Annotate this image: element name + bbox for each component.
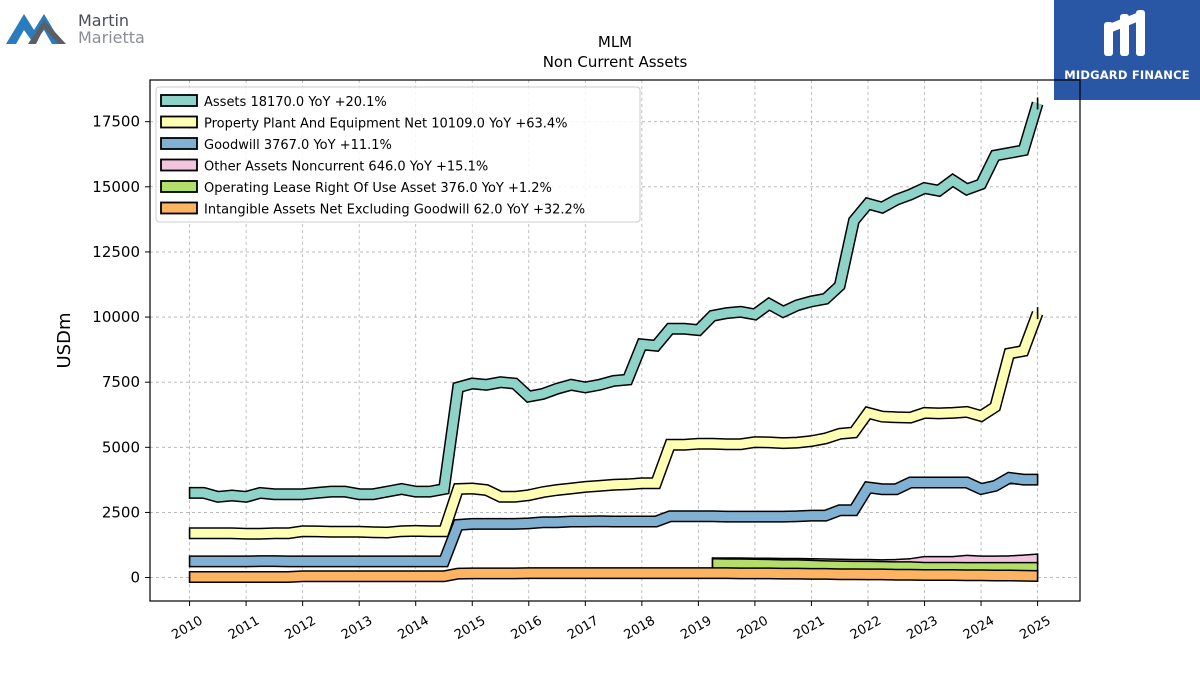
plot-frame xyxy=(149,79,1081,602)
y-tick-label-5: 12500 xyxy=(92,243,140,261)
series-outline-1 xyxy=(189,311,1044,540)
midgard-emblem-icon xyxy=(1104,10,1145,56)
y-tick-label-2: 5000 xyxy=(102,438,140,456)
legend-label-4: Operating Lease Right Of Use Asset 376.0… xyxy=(204,181,552,196)
legend-label-1: Property Plant And Equipment Net 10109.0… xyxy=(204,117,568,132)
martin-marietta-logo: Martin Marietta xyxy=(6,6,156,50)
y-tick-label-4: 10000 xyxy=(92,308,140,326)
series-band-5 xyxy=(189,568,1038,582)
x-tick-label-4: 2014 xyxy=(396,613,432,643)
series-band-0 xyxy=(189,102,1042,502)
x-tick-label-7: 2017 xyxy=(565,613,601,643)
y-tick-label-1: 2500 xyxy=(102,503,140,521)
x-tick-label-15: 2025 xyxy=(1017,613,1053,643)
legend-swatch-1 xyxy=(160,115,198,129)
legend-swatch-5 xyxy=(160,201,198,215)
mountain-logo-icon xyxy=(6,14,66,44)
legend-swatch-2 xyxy=(160,137,198,150)
y-tick-label-0: 0 xyxy=(130,569,140,587)
x-tick-label-11: 2021 xyxy=(791,613,827,643)
legend-swatch-3 xyxy=(160,158,198,172)
legend-label-5: Intangible Assets Net Excluding Goodwill… xyxy=(204,203,585,218)
legend-swatch-0 xyxy=(160,94,198,107)
x-tick-label-14: 2024 xyxy=(961,613,997,643)
x-tick-label-10: 2020 xyxy=(735,613,771,643)
y-tick-label-3: 7500 xyxy=(102,373,140,391)
legend-box xyxy=(155,86,641,223)
legend-label-0: Assets 18170.0 YoY +20.1% xyxy=(204,95,387,110)
x-tick-label-1: 2011 xyxy=(226,613,262,643)
series-band-2 xyxy=(189,473,1038,566)
y-axis-label: USDm xyxy=(54,313,75,369)
y-tick-label-7: 17500 xyxy=(92,113,140,131)
legend-label-2: Goodwill 3767.0 YoY +11.1% xyxy=(204,138,392,153)
legend: Assets 18170.0 YoY +20.1% Property Plant … xyxy=(155,86,641,223)
x-tick-label-3: 2013 xyxy=(339,613,375,643)
x-tick-label-8: 2018 xyxy=(622,613,658,643)
x-tick-label-6: 2016 xyxy=(509,613,545,643)
series-band-4 xyxy=(712,559,1038,573)
x-tick-label-9: 2019 xyxy=(678,613,714,643)
chart-title: MLM xyxy=(597,33,633,51)
x-tick-label-0: 2010 xyxy=(169,613,205,643)
x-tick-label-12: 2022 xyxy=(848,613,884,643)
x-tick-label-5: 2015 xyxy=(452,613,488,643)
legend-swatch-4 xyxy=(160,180,198,193)
x-tick-label-2: 2012 xyxy=(282,613,318,643)
martin-marietta-wordmark: Martin Marietta xyxy=(78,11,145,47)
series-areas xyxy=(188,97,1044,584)
y-tick-label-6: 15000 xyxy=(92,178,140,196)
midgard-finance-wordmark: MIDGARD FINANCE xyxy=(1064,68,1190,82)
x-tick-label-13: 2023 xyxy=(904,613,940,643)
legend-label-3: Other Assets Noncurrent 646.0 YoY +15.1% xyxy=(204,160,488,175)
series-band-1 xyxy=(189,311,1042,539)
midgard-finance-logo: MIDGARD FINANCE xyxy=(1054,0,1200,100)
chart-subtitle: Non Current Assets xyxy=(542,53,688,71)
